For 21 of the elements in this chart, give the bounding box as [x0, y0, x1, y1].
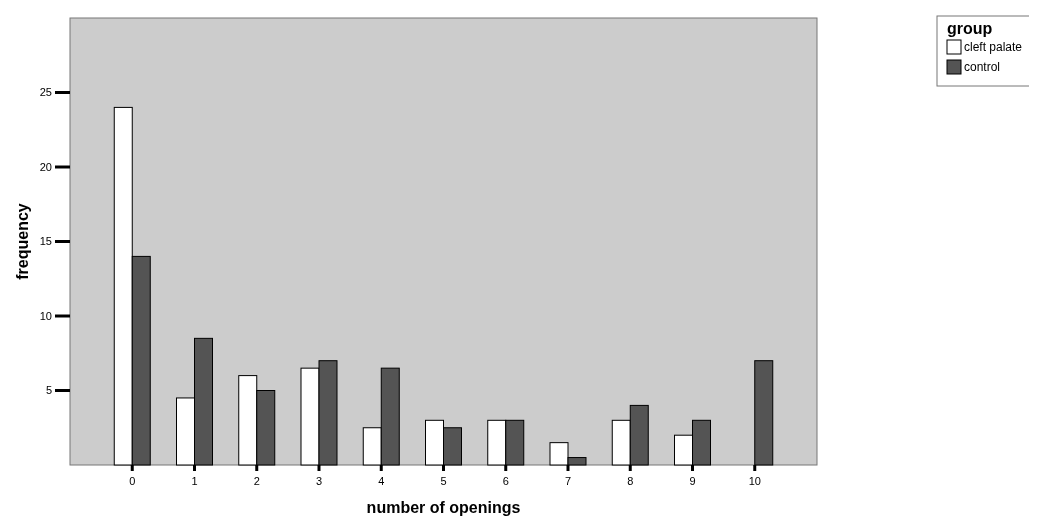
- x-tick-label: 3: [315, 475, 323, 487]
- legend-title: group: [947, 20, 993, 37]
- x-tick-label: 1: [191, 475, 198, 487]
- x-axis-title: number of openings: [366, 499, 521, 516]
- x-tick-label: 4: [378, 475, 385, 487]
- x-tick-label: 9: [689, 475, 696, 487]
- y-tick-label: 25: [39, 86, 52, 99]
- y-axis-title: frequency: [14, 203, 31, 280]
- legend-label: cleft palate: [964, 40, 1023, 54]
- x-tick-label: 5: [440, 475, 447, 487]
- y-tick-label: 10: [39, 309, 52, 322]
- x-tick-label: 7: [564, 475, 572, 487]
- y-tick-label: 15: [39, 235, 52, 248]
- x-tick-label: 10: [748, 475, 761, 487]
- y-tick-label: 20: [39, 160, 52, 173]
- legend-label: control: [964, 60, 1001, 74]
- x-tick-label: 2: [253, 475, 260, 487]
- x-tick-label: 6: [502, 475, 509, 487]
- y-tick-label: 5: [45, 384, 52, 397]
- x-tick-label: 0: [129, 475, 136, 487]
- x-tick-label: 8: [627, 475, 634, 487]
